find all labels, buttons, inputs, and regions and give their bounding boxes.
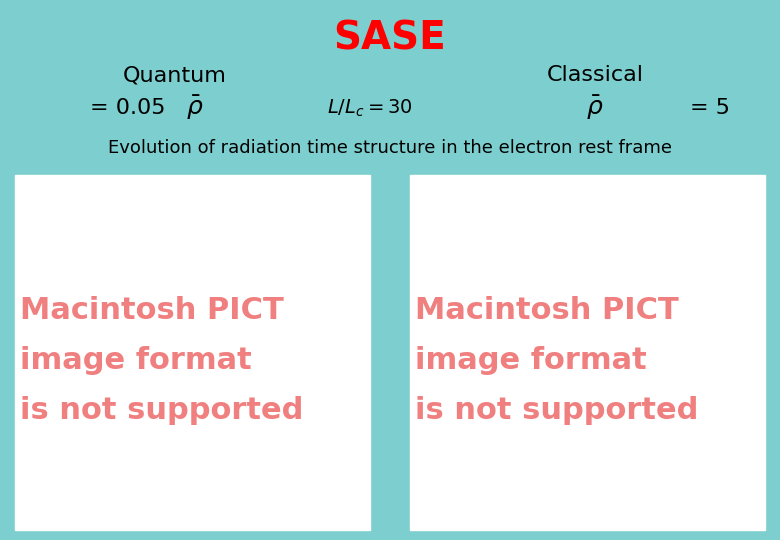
Text: = 0.05: = 0.05 [90, 98, 165, 118]
Text: Macintosh PICT: Macintosh PICT [415, 296, 679, 325]
Text: $L / L_c = 30$: $L / L_c = 30$ [327, 97, 413, 119]
FancyBboxPatch shape [15, 175, 370, 530]
Text: = 5: = 5 [690, 98, 730, 118]
Text: $\bar{\rho}$: $\bar{\rho}$ [587, 94, 604, 122]
Text: image format: image format [20, 346, 252, 375]
Text: SASE: SASE [334, 19, 446, 57]
Text: Evolution of radiation time structure in the electron rest frame: Evolution of radiation time structure in… [108, 139, 672, 157]
Text: $\bar{\rho}$: $\bar{\rho}$ [186, 94, 204, 122]
FancyBboxPatch shape [410, 175, 765, 530]
Text: is not supported: is not supported [415, 396, 698, 425]
Text: Macintosh PICT: Macintosh PICT [20, 296, 284, 325]
Text: is not supported: is not supported [20, 396, 303, 425]
Text: Quantum: Quantum [123, 65, 227, 85]
Text: image format: image format [415, 346, 647, 375]
Text: Classical: Classical [547, 65, 644, 85]
